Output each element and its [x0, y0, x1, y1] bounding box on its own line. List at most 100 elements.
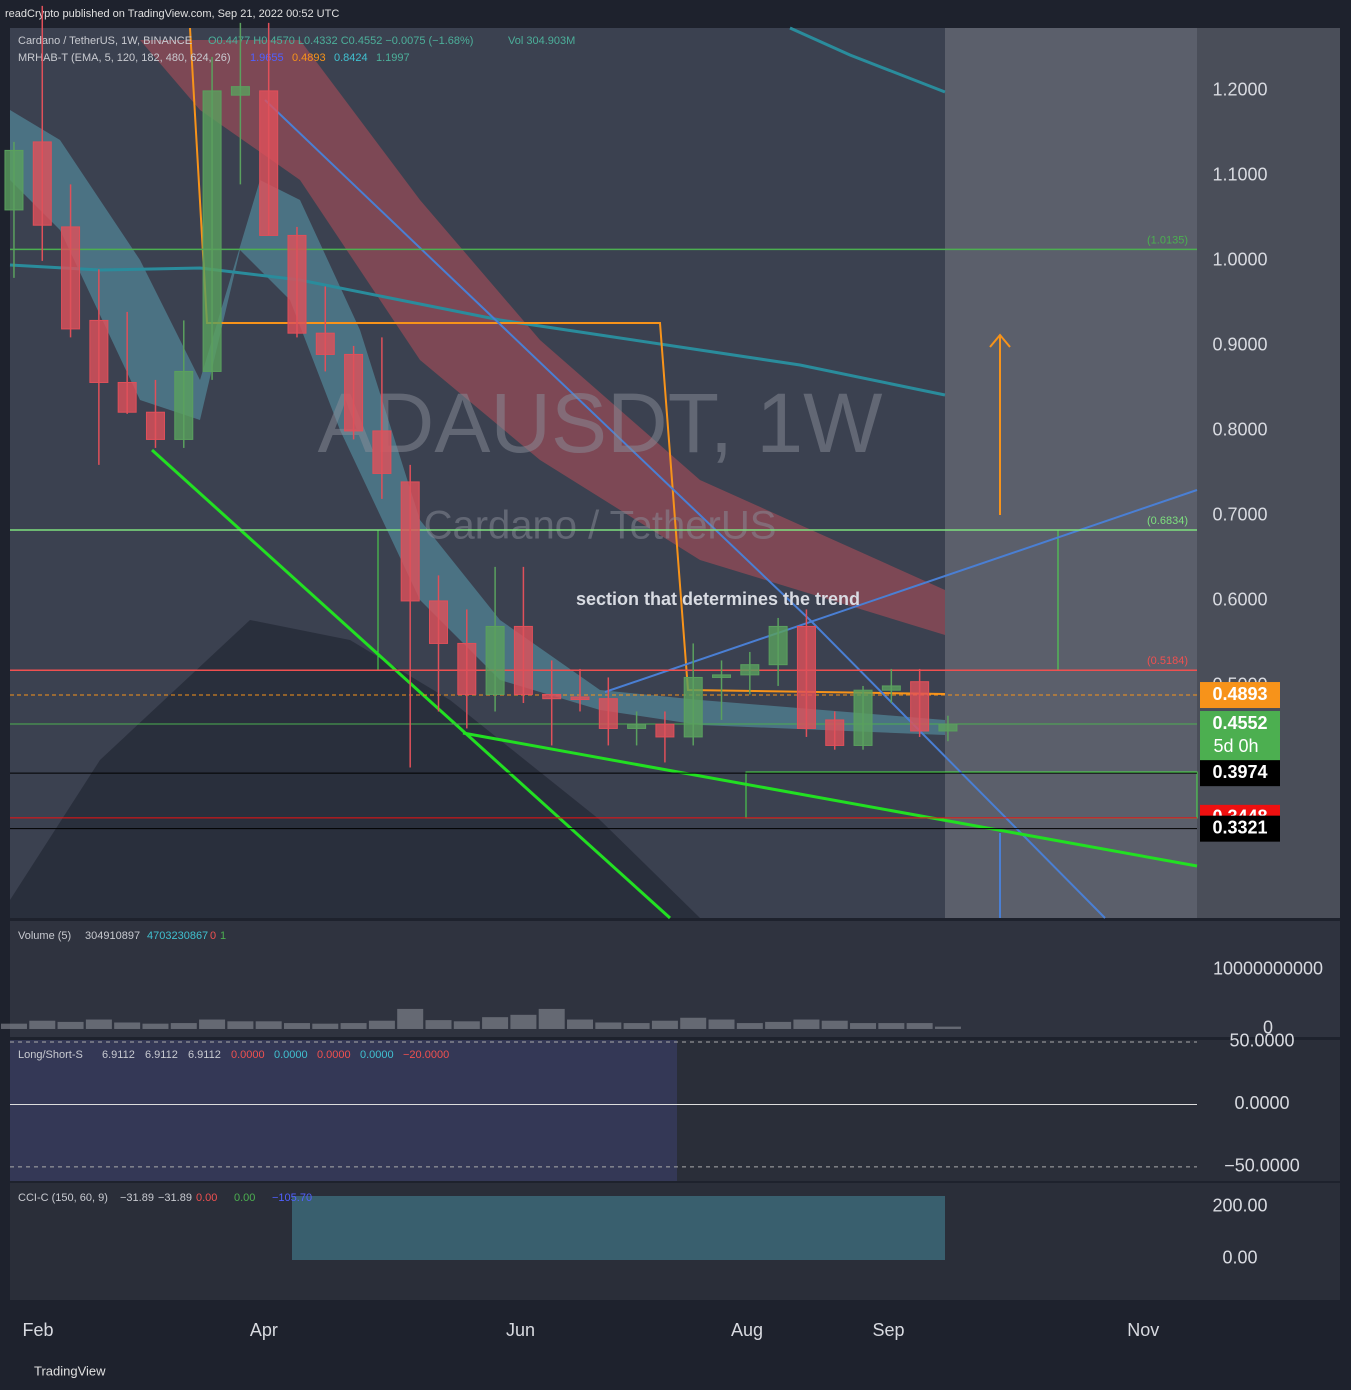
candle-body: [174, 370, 194, 440]
indicator-value: 0.4893: [292, 52, 326, 64]
volume-tick-label: 10000000000: [1213, 959, 1323, 979]
volume-bar: [283, 1023, 310, 1029]
y-tick-label: 0.8000: [1212, 420, 1267, 440]
candle-body: [627, 723, 647, 729]
volume-reading: 0: [210, 930, 216, 942]
volume-title: Volume (5): [18, 930, 71, 942]
candle-body: [542, 693, 562, 700]
x-tick-label: Jun: [506, 1320, 535, 1340]
ls-reading: 0.0000: [317, 1049, 351, 1061]
price-box: [1200, 760, 1280, 787]
orange-step-line: [189, 27, 946, 695]
volume-bar: [453, 1021, 480, 1029]
volume-bar: [765, 1021, 792, 1029]
green-trendline: [462, 731, 1198, 868]
watermark-sub: Cardano / TetherUS: [424, 504, 777, 548]
volume-bar: [368, 1020, 395, 1029]
volume-bar: [906, 1023, 933, 1029]
target-arrow-head: [989, 333, 1011, 348]
indicator: MRHAB-T (EMA, 5, 120, 182, 480, 624, 26): [18, 52, 231, 64]
candle-body: [145, 411, 165, 440]
y-tick-label: 1.0000: [1212, 250, 1267, 270]
volume-reading: 304910897: [85, 930, 140, 942]
level-label: (1.0135): [1147, 234, 1188, 246]
ema-line: [9, 263, 946, 397]
volume-bar: [85, 1019, 112, 1029]
watermark: ADAUSDT, 1W: [318, 376, 883, 470]
indicator-value: 0.8424: [334, 52, 368, 64]
candle-body: [938, 723, 958, 732]
y-tick-label: 0.6000: [1212, 590, 1267, 610]
price-box: [1200, 711, 1280, 762]
volume-bar: [227, 1021, 254, 1029]
y-tick-label: 1.2000: [1212, 80, 1267, 100]
cci-reading: 0.00: [234, 1192, 255, 1204]
candle-body: [457, 642, 477, 695]
candle-body: [853, 689, 873, 746]
ls-reading: −20.0000: [403, 1049, 449, 1061]
cci-title: CCI-C (150, 60, 9): [18, 1192, 108, 1204]
price-box-label: 0.3321: [1212, 817, 1267, 837]
red-band: [140, 40, 945, 635]
volume-bar: [340, 1023, 367, 1029]
volume-bar: [595, 1022, 622, 1029]
cci-tick-label: 200.00: [1212, 1196, 1267, 1216]
candle-body: [259, 90, 279, 236]
candle-body: [740, 664, 760, 676]
candle-body: [315, 332, 335, 355]
volume-bar: [510, 1014, 537, 1029]
candle-body: [32, 141, 52, 226]
volume-bar: [425, 1020, 452, 1029]
volume-pane: [10, 921, 1340, 1037]
candle-body: [344, 353, 364, 432]
volume-bar: [567, 1019, 594, 1029]
volume-reading: Vol 304.903M: [508, 35, 575, 47]
cci-reading: 0.00: [196, 1192, 217, 1204]
candle-body: [796, 625, 816, 729]
cci-tick-label: 0.00: [1222, 1247, 1257, 1267]
volume-bar: [793, 1019, 820, 1029]
candle-body: [61, 226, 81, 330]
volume-tick-label: 0: [1263, 1018, 1273, 1038]
annotation: section that determines the trend: [576, 589, 860, 609]
candle-body: [485, 625, 505, 695]
publisher: readCrypto published on TradingView.com,…: [5, 8, 339, 20]
candle-body: [910, 681, 930, 732]
volume-bar: [482, 1017, 509, 1029]
volume-bar: [0, 1023, 27, 1029]
footer: TradingView: [34, 1363, 106, 1378]
level-label: (0.6834): [1147, 515, 1188, 527]
cci-reading: −31.89: [120, 1192, 154, 1204]
volume-bar: [821, 1020, 848, 1029]
shadow-area: [10, 620, 700, 918]
candle-body: [825, 719, 845, 746]
candle-body: [683, 676, 703, 738]
volume-bar: [623, 1023, 650, 1029]
volume-bar: [29, 1020, 56, 1029]
candle-body: [428, 600, 448, 644]
volume-bar: [538, 1008, 565, 1029]
cci-pane: [10, 1183, 1340, 1300]
level-label: (0.5184): [1147, 655, 1188, 667]
ls-reading: 0.0000: [231, 1049, 265, 1061]
ema-line: [789, 26, 946, 94]
candle-body: [513, 625, 533, 695]
teal-band: [10, 110, 945, 735]
ls-reading: 6.9112: [145, 1049, 178, 1061]
volume-bar: [199, 1019, 226, 1029]
x-tick-label: Feb: [23, 1320, 54, 1340]
volume-bar: [397, 1008, 424, 1029]
ls-reading: 0.0000: [274, 1049, 308, 1061]
volume-bar: [680, 1017, 707, 1029]
y-tick-label: 0.7000: [1212, 505, 1267, 525]
price-box-label: 0.4552: [1212, 713, 1267, 733]
x-tick-label: Nov: [1127, 1320, 1159, 1340]
candle-body: [655, 723, 675, 738]
blue-trendline: [264, 99, 1106, 919]
ls-tick-label: 50.0000: [1229, 1031, 1294, 1051]
x-tick-label: Sep: [872, 1320, 904, 1340]
volume-reading: 1: [220, 930, 226, 942]
candle-body: [372, 430, 392, 474]
indicator-value: 1.1997: [376, 52, 410, 64]
